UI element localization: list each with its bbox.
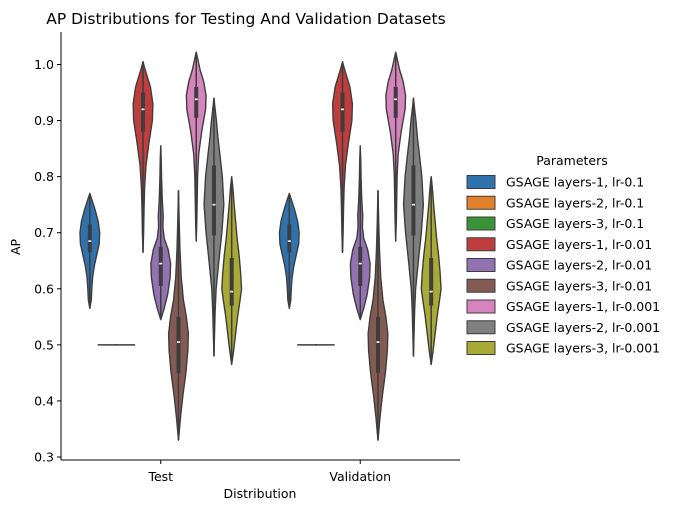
legend-label: GSAGE layers-3, lr-0.1 xyxy=(506,216,644,231)
violin-box xyxy=(211,165,216,236)
violin-box xyxy=(87,224,92,253)
y-tick-label: 0.5 xyxy=(34,337,54,352)
legend-swatch xyxy=(466,299,496,314)
legend-entry: GSAGE layers-2, lr-0.01 xyxy=(466,258,652,273)
legend-entry: GSAGE layers-2, lr-0.1 xyxy=(466,195,644,210)
y-axis: 0.3 0.4 0.5 0.6 0.7 0.8 0.9 1.0 xyxy=(34,32,62,465)
legend-title: Parameters xyxy=(536,153,608,168)
plot-area xyxy=(79,51,442,441)
legend-swatch xyxy=(466,258,496,272)
violin-box xyxy=(194,86,199,118)
violin-validation-3 xyxy=(331,61,354,254)
violin-box xyxy=(141,92,146,132)
violin-validation-0 xyxy=(278,192,300,310)
legend-entry: GSAGE layers-3, lr-0.1 xyxy=(466,216,644,231)
violin-box xyxy=(358,246,363,286)
violin-test-6 xyxy=(185,51,207,242)
legend-swatch xyxy=(466,341,496,355)
legend-label: GSAGE layers-2, lr-0.01 xyxy=(506,258,652,273)
y-axis-label: AP xyxy=(8,238,23,255)
y-tick-label: 0.3 xyxy=(34,450,54,465)
legend-label: GSAGE layers-3, lr-0.01 xyxy=(506,278,652,293)
violin-test-0 xyxy=(79,192,101,310)
violin-box xyxy=(429,257,434,306)
violin-test-3 xyxy=(132,61,154,254)
legend-swatch xyxy=(466,216,496,231)
legend-label: GSAGE layers-2, lr-0.1 xyxy=(506,195,644,210)
violin-box xyxy=(176,316,181,373)
violin-box xyxy=(411,165,416,236)
legend-swatch xyxy=(466,237,496,252)
legend-swatch xyxy=(466,195,496,210)
violin-test-7 xyxy=(203,97,225,357)
y-tick-label: 0.4 xyxy=(34,393,54,408)
y-tick-label: 0.8 xyxy=(34,169,54,184)
violin-validation-4 xyxy=(349,145,371,321)
x-axis-label: Distribution xyxy=(224,486,297,501)
legend: Parameters GSAGE layers-1, lr-0.1 GSAGE l… xyxy=(466,153,660,356)
legend-entry: GSAGE layers-1, lr-0.1 xyxy=(466,175,644,190)
legend-label: GSAGE layers-1, lr-0.001 xyxy=(506,299,660,314)
violin-test-4 xyxy=(150,145,172,321)
violin-box xyxy=(158,246,163,286)
violin-box xyxy=(340,92,345,132)
violin-validation-6 xyxy=(385,51,407,242)
x-tick-label: Validation xyxy=(329,469,391,484)
violin-test-5 xyxy=(167,189,190,441)
legend-entry: GSAGE layers-3, lr-0.01 xyxy=(466,278,652,293)
violin-test-8 xyxy=(221,175,243,366)
y-tick-label: 1.0 xyxy=(34,57,54,72)
legend-entry: GSAGE layers-2, lr-0.001 xyxy=(466,320,660,335)
violin-box xyxy=(229,257,234,306)
x-tick-label: Test xyxy=(147,469,173,484)
legend-label: GSAGE layers-3, lr-0.001 xyxy=(506,341,660,356)
violin-validation-8 xyxy=(420,175,442,366)
legend-swatch xyxy=(466,320,496,335)
legend-label: GSAGE layers-1, lr-0.1 xyxy=(506,175,644,190)
chart-title: AP Distributions for Testing And Validat… xyxy=(46,10,445,28)
legend-entry: GSAGE layers-1, lr-0.001 xyxy=(466,299,660,314)
violin-validation-5 xyxy=(367,189,389,441)
y-tick-label: 0.9 xyxy=(34,113,54,128)
legend-swatch xyxy=(466,278,496,293)
violin-box xyxy=(375,316,380,373)
y-tick-label: 0.7 xyxy=(34,225,54,240)
legend-swatch xyxy=(466,175,496,189)
violin-validation-7 xyxy=(402,97,425,357)
violin-box xyxy=(393,86,398,118)
legend-label: GSAGE layers-2, lr-0.001 xyxy=(506,320,660,335)
y-tick-label: 0.6 xyxy=(34,281,54,296)
legend-entry: GSAGE layers-3, lr-0.001 xyxy=(466,341,660,356)
violin-box xyxy=(287,224,292,253)
legend-label: GSAGE layers-1, lr-0.01 xyxy=(506,237,652,252)
legend-entry: GSAGE layers-1, lr-0.01 xyxy=(466,237,652,252)
x-axis: Test Validation xyxy=(61,459,460,484)
